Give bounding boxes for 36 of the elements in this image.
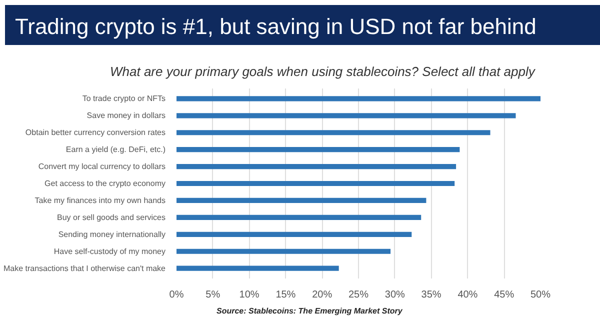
bar — [176, 198, 426, 204]
y-tick-label: Earn a yield (e.g. DeFi, etc.) — [66, 145, 166, 154]
x-tick-label: 15% — [276, 290, 296, 300]
x-tick-label: 5% — [206, 290, 220, 300]
x-tick-label: 20% — [312, 290, 332, 300]
y-tick-label: To trade crypto or NFTs — [82, 94, 166, 104]
y-tick-label: Save money in dollars — [86, 111, 166, 120]
bar — [176, 232, 412, 237]
source-note: Source: Stablecoins: The Emerging Market Story — [216, 306, 403, 316]
y-tick-label: Convert my local currency to dollars — [38, 162, 166, 172]
y-tick-label: Sending money internationally — [58, 230, 166, 239]
bar — [176, 130, 490, 136]
x-tick-label: 40% — [458, 290, 478, 300]
bar — [176, 266, 339, 271]
y-tick-label: Take my finances into my own hands — [34, 196, 166, 205]
x-tick-label: 50% — [530, 290, 551, 300]
y-tick-label: Make transactions that I otherwise can't make — [3, 264, 166, 273]
y-tick-label: Have self-custody of my money — [54, 246, 166, 256]
bar — [176, 214, 422, 220]
chart-title: Trading crypto is #1, but saving in USD not far behind — [15, 13, 536, 41]
y-tick-label: Buy or sell goods and services — [57, 212, 166, 222]
x-tick-label: 45% — [494, 290, 514, 300]
bar — [176, 96, 540, 102]
x-tick-label: 10% — [239, 290, 260, 300]
bar — [176, 248, 391, 254]
bar — [176, 180, 455, 186]
x-tick-label: 25% — [348, 290, 369, 300]
y-tick-label: Obtain better currency conversion rates — [25, 128, 166, 138]
x-tick-label: 35% — [421, 290, 442, 300]
x-tick-label: 30% — [384, 290, 406, 300]
bar — [176, 164, 456, 170]
chart-subtitle: What are your primary goals when using stablecoins? Select all that apply — [110, 63, 535, 81]
y-tick-label: Get access to the crypto economy — [44, 179, 166, 188]
x-tick-label: 0% — [169, 290, 184, 300]
bar — [176, 113, 516, 118]
bar — [176, 147, 460, 152]
